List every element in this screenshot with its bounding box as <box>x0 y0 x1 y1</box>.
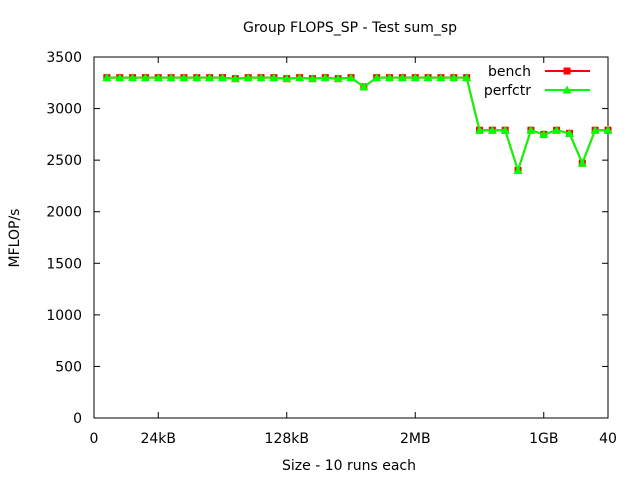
y-tick-label: 3500 <box>46 50 82 66</box>
data-point-perfctr <box>243 73 253 82</box>
series-line-bench <box>106 76 608 174</box>
data-point-perfctr <box>333 74 343 83</box>
data-point-perfctr <box>372 73 382 82</box>
y-tick-label: 500 <box>55 359 82 375</box>
data-point-perfctr <box>462 73 472 82</box>
data-point-perfctr <box>115 73 125 82</box>
data-point-perfctr <box>487 125 497 134</box>
legend-label-bench: bench <box>488 64 531 80</box>
data-point-perfctr <box>410 73 420 82</box>
data-point-perfctr <box>256 73 266 82</box>
data-point-perfctr <box>385 73 395 82</box>
y-tick-labels: 0 500 1000 1500 2000 2500 3000 3500 <box>46 50 82 427</box>
data-point-perfctr <box>346 73 356 82</box>
y-tick-label: 0 <box>73 411 82 427</box>
data-point-perfctr <box>102 73 112 82</box>
data-point-perfctr <box>205 73 215 82</box>
data-point-perfctr <box>449 73 459 82</box>
series-bench <box>103 74 612 174</box>
data-point-perfctr <box>577 158 587 167</box>
data-point-perfctr <box>552 125 562 134</box>
x-tick-label: 2MB <box>400 431 431 447</box>
chart-title: Group FLOPS_SP - Test sum_sp <box>243 20 457 36</box>
data-point-perfctr <box>307 74 317 83</box>
x-axis-label: Size - 10 runs each <box>282 458 416 474</box>
data-point-perfctr <box>140 73 150 82</box>
data-point-perfctr <box>564 128 574 137</box>
series-perfctr <box>102 73 613 174</box>
x-tick-label: 128kB <box>265 431 309 447</box>
data-point-perfctr <box>166 73 176 82</box>
data-point-perfctr <box>513 165 523 174</box>
y-tick-label: 2000 <box>46 205 82 221</box>
data-point-perfctr <box>526 125 536 134</box>
y-tick-label: 2500 <box>46 153 82 169</box>
plot-frame <box>93 56 609 419</box>
x-tick-label: 1GB <box>529 431 558 447</box>
data-point-perfctr <box>475 125 484 134</box>
data-point-perfctr <box>590 125 600 134</box>
legend: bench perfctr <box>484 64 590 99</box>
data-point-perfctr <box>295 73 305 82</box>
data-point-perfctr <box>282 74 292 83</box>
data-point-perfctr <box>153 73 163 82</box>
y-tick-label: 3000 <box>46 102 82 118</box>
data-point-perfctr <box>230 74 240 83</box>
legend-marker-perfctr <box>562 85 572 94</box>
y-tick-label: 1000 <box>46 308 82 324</box>
tick-marks <box>93 56 609 419</box>
y-axis-label: MFLOP/s <box>7 209 23 268</box>
data-point-perfctr <box>218 73 227 82</box>
legend-label-perfctr: perfctr <box>484 83 531 99</box>
data-point-perfctr <box>320 73 330 82</box>
data-point-perfctr <box>179 73 189 82</box>
x-tick-label: 24kB <box>140 431 176 447</box>
y-tick-label: 1500 <box>46 256 82 272</box>
data-point-perfctr <box>269 73 279 82</box>
data-point-perfctr <box>397 73 407 82</box>
x-tick-label: 0 <box>90 431 99 447</box>
x-tick-labels: 0 24kB 128kB 2MB 1GB 40 <box>90 431 617 447</box>
data-point-perfctr <box>603 125 613 134</box>
series-group <box>102 73 613 174</box>
series-line-perfctr <box>106 76 608 174</box>
data-point-perfctr <box>539 129 549 138</box>
x-tick-label: 40 <box>599 431 617 447</box>
data-point-perfctr <box>359 82 369 91</box>
legend-marker-bench <box>563 67 571 75</box>
data-point-perfctr <box>128 73 138 82</box>
data-point-perfctr <box>500 125 510 134</box>
data-point-perfctr <box>192 73 202 82</box>
data-point-perfctr <box>423 73 433 82</box>
data-point-perfctr <box>436 73 446 82</box>
